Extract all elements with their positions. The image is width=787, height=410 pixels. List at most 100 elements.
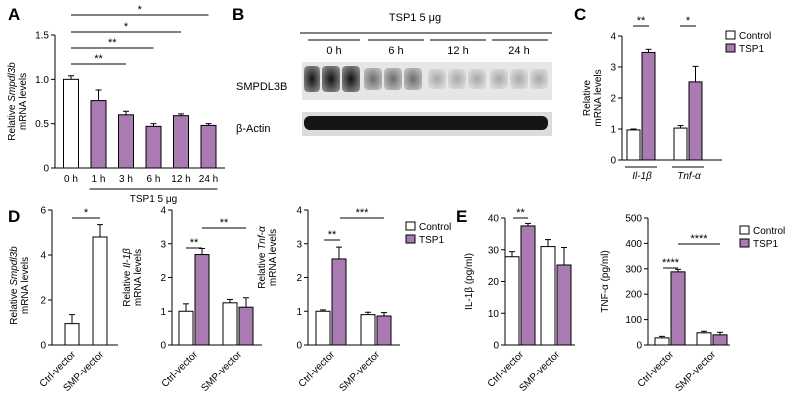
x-tick-label: 12 h: [171, 174, 190, 185]
y-axis-label-line2: mRNA levels: [133, 249, 144, 306]
bar-control: [178, 310, 194, 346]
y-tick-label: 2: [160, 273, 166, 284]
y-tick-label: 20: [488, 277, 500, 288]
y-tick-label: 0: [43, 164, 49, 175]
panel-letter-d: D: [8, 207, 20, 226]
chart-c: 0 1 2 3 4 Relative mRNA levels Il-1β ** Tnf-α * Con…: [582, 15, 771, 182]
y-tick-label: 10: [488, 309, 500, 320]
bar-control: [654, 337, 670, 346]
y-axis-label: Relative Smpdl3b: [9, 246, 20, 325]
panel-letter-e: E: [456, 207, 467, 226]
bar-0: [63, 78, 79, 169]
x-tick-label: 24 h: [199, 174, 218, 185]
x-tick-label: Ctrl-vector: [160, 349, 201, 390]
y-axis-label-line2: mRNA levels: [268, 229, 279, 286]
y-axis-label: Relative: [582, 80, 593, 117]
bar-control: [360, 314, 376, 346]
y-tick-label: 2: [610, 94, 616, 105]
y-tick-label: 3: [296, 239, 302, 250]
y-tick-label: 4: [610, 32, 616, 43]
bar-tsp1: [641, 51, 656, 161]
legend-label: Control: [419, 222, 451, 233]
bar-tsp1: [520, 225, 536, 346]
y-tick-label: 2: [40, 296, 46, 307]
legend-swatch: [739, 238, 750, 248]
significance-label: **: [220, 217, 229, 229]
blot-time-0h: 0 h: [326, 45, 341, 57]
bar-control: [540, 246, 556, 346]
y-tick-label: 3: [610, 63, 616, 74]
blot-band-actin: [304, 116, 548, 130]
y-axis-label-line2: mRNA levels: [20, 257, 31, 314]
y-tick-label: 0: [610, 156, 616, 167]
bar-2: [118, 114, 134, 169]
legend-swatch: [739, 225, 750, 235]
y-tick-label: 300: [625, 264, 642, 275]
y-tick-label: 400: [625, 239, 642, 250]
bar-control: [222, 302, 238, 346]
y-tick-label: 1.5: [35, 31, 49, 42]
chart-a: 0 0.5 1.0 1.5 Relative Smpdl3b mRNA levels 0 h…: [7, 4, 225, 205]
y-axis-label: Relative Smpdl3b: [7, 62, 18, 141]
panel-letter-b: B: [232, 5, 244, 24]
bar-3: [145, 125, 162, 169]
y-tick-label: 1: [160, 307, 166, 318]
y-tick-label: 40: [488, 214, 500, 225]
y-tick-label: 3: [160, 239, 166, 250]
y-tick-label: 1: [610, 125, 616, 136]
x-tick-label: SMP-vector: [199, 349, 244, 394]
y-tick-label: 4: [40, 251, 46, 262]
x-axis-label: TSP1 5 μg: [130, 194, 177, 205]
y-axis-label-line2: mRNA levels: [18, 73, 29, 130]
bar-control: [673, 127, 688, 161]
y-tick-label: 0: [636, 341, 642, 352]
legend-swatch: [405, 221, 416, 231]
bar-control: [315, 310, 331, 346]
y-tick-label: 1: [296, 307, 302, 318]
significance-label: ****: [690, 233, 708, 245]
x-tick-label: 3 h: [119, 174, 133, 185]
legend-swatch: [405, 234, 416, 244]
bar-tsp1: [194, 254, 210, 346]
legend-swatch: [725, 43, 736, 53]
y-tick-label: 2: [296, 273, 302, 284]
y-tick-label: 0.5: [35, 119, 49, 130]
significance-label: *: [138, 4, 143, 16]
x-tick-label: Ctrl-vector: [297, 349, 338, 390]
chart-d3: 0 1 2 3 4 Relative Tnf-α mRNA levels Ctrl-vecto…: [257, 206, 451, 395]
x-tick-label: Ctrl-vector: [636, 349, 677, 390]
significance-label: **: [108, 37, 117, 49]
blot-band-label-smpdl3b: SMPDL3B: [236, 81, 287, 93]
y-tick-label: 500: [625, 214, 642, 225]
bar-control: [626, 129, 641, 161]
x-tick-label: SMP-vector: [673, 349, 718, 394]
bar-control: [696, 332, 712, 346]
y-tick-label: 0: [160, 341, 166, 352]
bar-tsp1: [556, 264, 572, 346]
significance-label: *: [84, 207, 89, 219]
legend-label: TSP1: [753, 239, 778, 250]
legend-swatch: [725, 30, 736, 40]
significance-label: **: [328, 229, 337, 241]
significance-label: **: [637, 15, 646, 27]
blot-time-6h: 6 h: [388, 45, 403, 57]
y-tick-label: 4: [160, 206, 166, 217]
significance-label: ****: [662, 257, 680, 269]
y-tick-label: 0: [493, 341, 499, 352]
y-tick-label: 0: [296, 341, 302, 352]
bar-1: [90, 100, 107, 169]
legend-label: TSP1: [419, 235, 444, 246]
y-tick-label: 4: [296, 206, 302, 217]
bar-4: [173, 115, 189, 169]
x-tick-label: 0 h: [64, 174, 78, 185]
bar-0: [64, 323, 80, 346]
blot-band-label-actin: β-Actin: [236, 123, 270, 135]
significance-label: *: [686, 15, 691, 27]
significance-label: **: [516, 207, 525, 219]
y-axis-label: TNF-α (pg/ml): [600, 250, 611, 312]
panel-letter-c: C: [574, 5, 586, 24]
panel-letter-a: A: [8, 5, 20, 24]
